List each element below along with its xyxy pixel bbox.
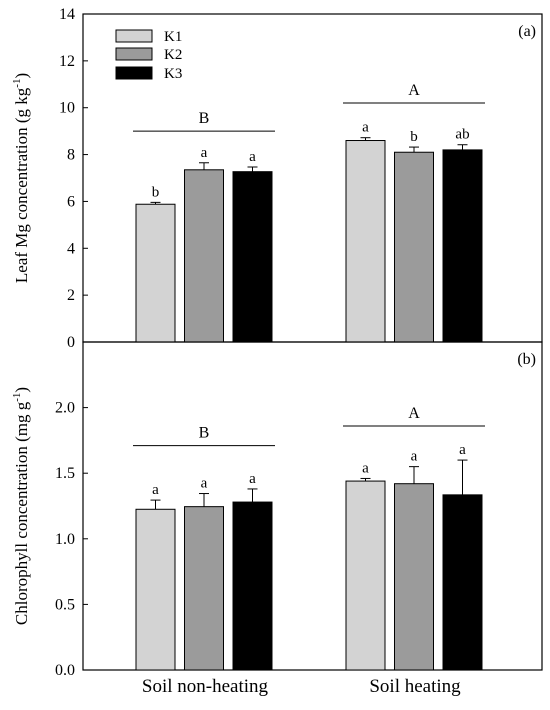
y-axis-label-text: Chlorophyll concentration (mg g (12, 401, 31, 625)
y-tick-label-0-5: 10 (59, 100, 75, 117)
y-tick-label-1-1: 0.5 (55, 596, 75, 613)
legend-swatch-K3 (115, 66, 153, 80)
bar-0-K2-1 (394, 151, 434, 343)
bar-0-K1-1 (345, 140, 386, 343)
y-tick-label-1-0: 0.0 (55, 662, 75, 679)
significance-letter-1-K2-1: a (411, 449, 418, 465)
significance-letter-1-K3-0: a (249, 471, 256, 487)
significance-letter-0-K1-1: a (362, 120, 369, 136)
bar-0-K2-0 (184, 169, 224, 343)
y-tick-label-0-4: 8 (67, 147, 75, 164)
panel-label-1: (b) (517, 351, 536, 368)
y-tick-label-0-1: 2 (67, 287, 75, 304)
legend-label-K2: K2 (164, 47, 182, 63)
y-axis-label-superscript: -1 (11, 393, 23, 402)
group-letter-0-0: B (199, 110, 210, 127)
bar-1-K2-1 (394, 483, 434, 671)
y-tick-label-0-3: 6 (67, 193, 75, 210)
significance-letter-1-K3-1: a (459, 442, 466, 458)
y-tick-label-0-6: 12 (59, 53, 75, 70)
bar-0-K1-0 (135, 203, 176, 343)
y-axis-label-0: Leaf Mg concentration (g kg-1) (11, 73, 31, 283)
x-category-label-heating: Soil heating (369, 676, 461, 697)
y-axis-label-close: ) (12, 387, 31, 393)
significance-letter-0-K2-0: a (201, 145, 208, 161)
y-axis-label-text: Leaf Mg concentration (g kg (12, 87, 31, 283)
legend-label-K1: K1 (164, 29, 182, 45)
y-tick-label-0-2: 4 (67, 240, 75, 257)
legend-label-K3: K3 (164, 66, 182, 82)
group-letter-1-1: A (408, 405, 420, 422)
significance-letter-0-K2-1: b (410, 129, 418, 145)
x-category-label-non-heating: Soil non-heating (141, 676, 269, 697)
significance-letter-0-K3-1: ab (455, 127, 469, 143)
significance-letter-0-K1-0: b (152, 184, 160, 200)
significance-letter-0-K3-0: a (249, 149, 256, 165)
y-tick-label-1-3: 1.5 (55, 465, 75, 482)
bar-0-K3-1 (442, 149, 483, 343)
y-tick-label-1-4: 2.0 (55, 400, 75, 417)
panel-label-0: (a) (518, 23, 536, 40)
significance-letter-1-K2-0: a (201, 476, 208, 492)
y-axis-label-superscript: -1 (11, 79, 23, 88)
y-axis-label-close: ) (12, 73, 31, 79)
y-axis-label-1: Chlorophyll concentration (mg g-1) (11, 387, 31, 625)
y-tick-label-0-0: 0 (67, 334, 75, 351)
plot-frame-1 (82, 341, 543, 671)
significance-letter-1-K1-1: a (362, 460, 369, 476)
group-letter-1-0: B (199, 425, 210, 442)
bar-1-K1-0 (135, 508, 176, 671)
y-tick-label-1-2: 1.0 (55, 531, 75, 548)
bar-1-K3-1 (442, 494, 483, 671)
bar-1-K3-0 (232, 501, 273, 671)
group-letter-0-1: A (408, 82, 420, 99)
bar-1-K2-0 (184, 506, 224, 671)
significance-letter-1-K1-0: a (152, 482, 159, 498)
legend-swatch-K1 (115, 29, 153, 43)
legend-swatch-K2 (115, 47, 153, 61)
bar-0-K3-0 (232, 171, 273, 343)
bar-1-K1-1 (345, 480, 386, 671)
y-tick-label-0-7: 14 (59, 6, 75, 23)
